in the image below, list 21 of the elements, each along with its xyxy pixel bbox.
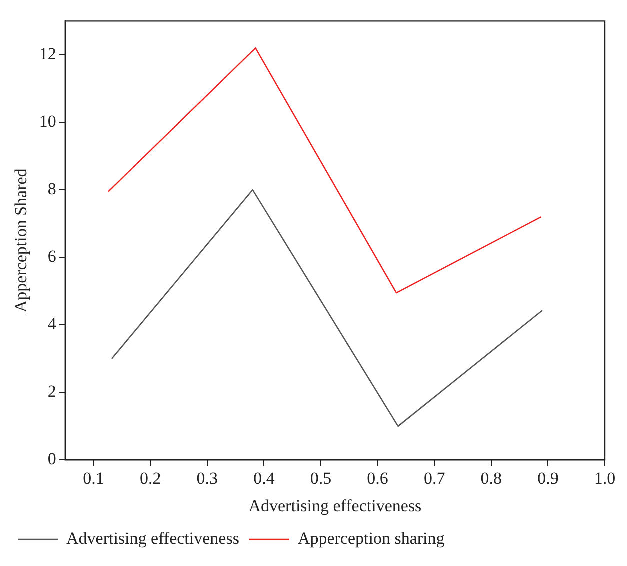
y-tick-label: 4 [48, 314, 57, 334]
legend-label: Advertising effectiveness [66, 528, 240, 548]
y-axis-title: Apperception Shared [12, 168, 31, 313]
x-tick-label: 0.1 [83, 468, 104, 488]
x-axis-title: Advertising effectiveness [248, 496, 422, 516]
legend-label: Apperception sharing [298, 528, 446, 548]
x-tick-label: 0.6 [367, 468, 388, 488]
x-tick-label: 0.9 [538, 468, 559, 488]
x-tick-label: 0.7 [424, 468, 446, 488]
y-tick-label: 0 [48, 450, 56, 469]
x-tick-label: 0.4 [254, 468, 276, 488]
y-tick-label: 6 [48, 247, 56, 266]
x-tick-label: 0.8 [480, 468, 502, 488]
x-tick-label: 0.3 [196, 468, 218, 488]
y-tick-label: 8 [48, 180, 56, 199]
x-tick-label: 1.0 [594, 468, 616, 488]
y-tick-label: 2 [48, 382, 56, 402]
y-tick-label: 12 [39, 44, 56, 64]
x-tick-label: 0.2 [140, 468, 162, 488]
x-tick-label: 0.5 [310, 468, 332, 488]
y-tick-label: 10 [39, 112, 56, 131]
